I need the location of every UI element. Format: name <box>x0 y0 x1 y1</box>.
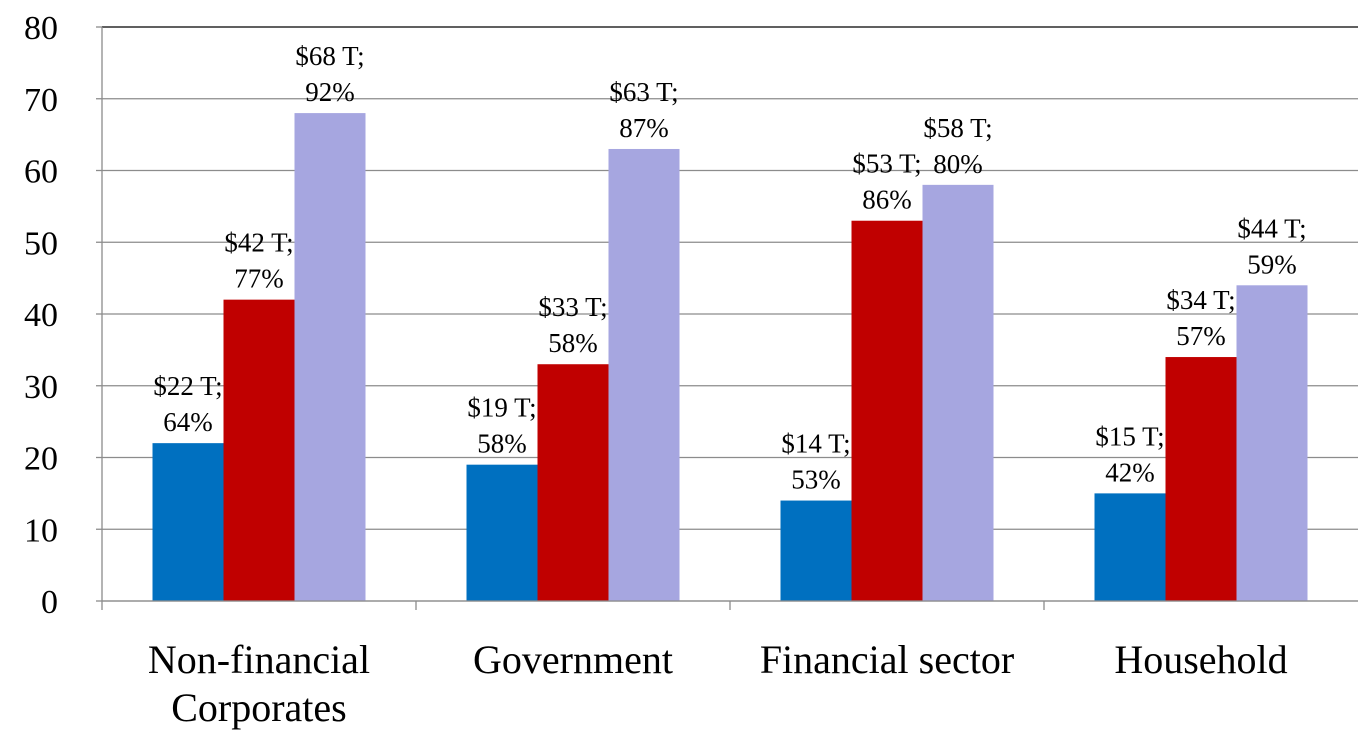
bar <box>922 184 994 601</box>
data-label: $34 T; 57% <box>1166 285 1235 351</box>
data-label: $58 T; 80% <box>923 113 992 179</box>
data-label-line: 42% <box>1105 457 1155 487</box>
x-tick-label: Financial sector <box>760 637 1014 682</box>
data-label: $42 T; 77% <box>224 228 293 294</box>
data-label: $63 T; 87% <box>609 77 678 143</box>
data-label: $33 T; 58% <box>538 292 607 358</box>
y-tick-label: 20 <box>24 441 58 478</box>
data-label-line: 92% <box>305 77 355 107</box>
bar <box>780 500 852 601</box>
data-label-line: $34 T; <box>1166 285 1235 315</box>
data-label: $44 T; 59% <box>1237 213 1306 279</box>
data-label: $19 T; 58% <box>467 393 536 459</box>
data-label: $22 T; 64% <box>153 371 222 437</box>
data-label-line: $44 T; <box>1237 213 1306 243</box>
x-tick-label: Household <box>1114 637 1287 682</box>
bar <box>466 464 538 601</box>
data-label-line: $33 T; <box>538 292 607 322</box>
y-tick-label: 70 <box>24 82 58 119</box>
bar <box>223 299 295 601</box>
y-tick-label: 80 <box>24 10 58 47</box>
y-tick-label: 30 <box>24 369 58 406</box>
data-label: $68 T; 92% <box>295 41 364 107</box>
data-label-line: 58% <box>548 328 598 358</box>
data-label-line: $19 T; <box>467 393 536 423</box>
data-label-line: $68 T; <box>295 41 364 71</box>
bar <box>294 113 366 601</box>
data-label-line: $53 T; <box>852 149 921 179</box>
bar <box>851 220 923 601</box>
data-label: $53 T; 86% <box>852 149 921 215</box>
data-label-line: 64% <box>163 407 213 437</box>
bar <box>537 364 609 601</box>
bar <box>1094 493 1166 601</box>
y-tick-label: 50 <box>24 225 58 262</box>
data-label-line: 58% <box>477 429 527 459</box>
x-tick-label: Government <box>473 637 673 682</box>
data-label-line: $22 T; <box>153 371 222 401</box>
y-tick-label: 10 <box>24 512 58 549</box>
data-label-line: $15 T; <box>1095 421 1164 451</box>
y-tick-label: 0 <box>41 584 58 621</box>
data-label-line: 59% <box>1247 249 1297 279</box>
bar <box>1165 357 1237 601</box>
data-label-line: 87% <box>619 113 669 143</box>
x-tick-label: Non-financial Corporates <box>148 637 370 730</box>
bar <box>152 443 224 601</box>
data-label-line: $58 T; <box>923 113 992 143</box>
data-label-line: 86% <box>862 185 912 215</box>
data-label-line: $14 T; <box>781 429 850 459</box>
y-tick-label: 40 <box>24 297 58 334</box>
data-label-line: 53% <box>791 465 841 495</box>
x-tick-line: Non-financial <box>148 637 370 682</box>
data-label-line: 80% <box>933 149 983 179</box>
data-label: $15 T; 42% <box>1095 421 1164 487</box>
x-tick-line: Corporates <box>171 685 347 730</box>
bar <box>608 148 680 601</box>
data-label-line: $63 T; <box>609 77 678 107</box>
bar <box>1236 285 1308 601</box>
data-label: $14 T; 53% <box>781 429 850 495</box>
data-label-line: $42 T; <box>224 228 293 258</box>
data-label-line: 77% <box>234 264 284 294</box>
data-label-line: 57% <box>1176 321 1226 351</box>
y-tick-label: 60 <box>24 154 58 191</box>
